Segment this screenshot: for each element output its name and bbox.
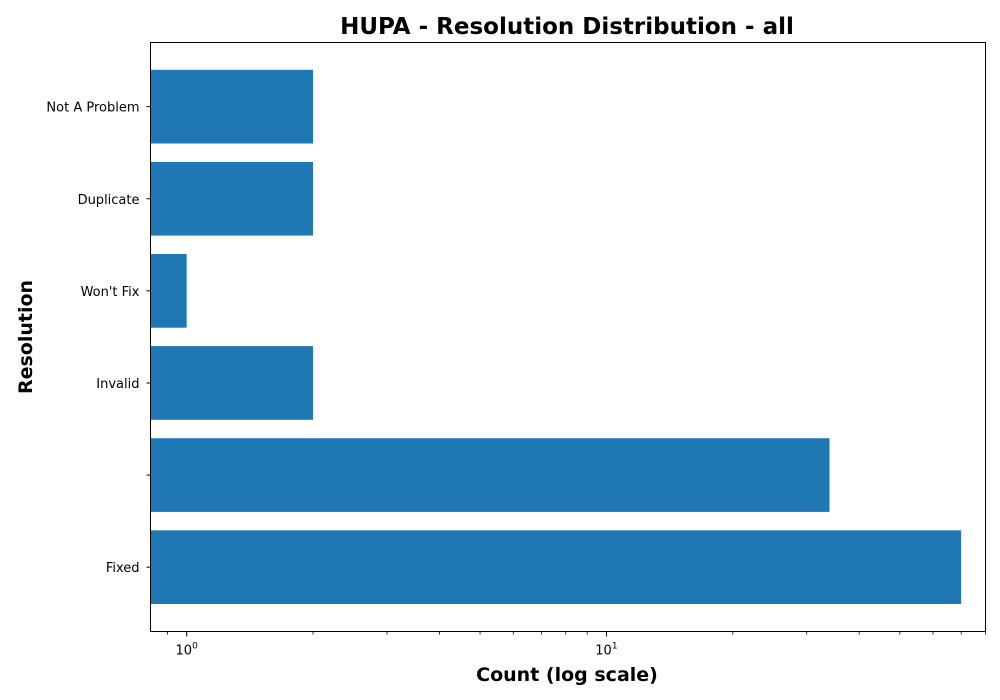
bar xyxy=(150,69,314,144)
y-tick-label: Duplicate xyxy=(78,193,140,208)
x-axis-ticks: 100 101 xyxy=(167,631,986,659)
x-axis-label: Count (log scale) xyxy=(476,664,658,686)
y-axis-label: Resolution xyxy=(15,280,37,394)
bar xyxy=(150,438,830,512)
y-tick-label: Invalid xyxy=(96,377,139,392)
x-tick-label: 101 xyxy=(595,642,617,659)
bar xyxy=(150,530,962,604)
bar xyxy=(150,346,314,420)
bar xyxy=(150,254,187,328)
chart-title: HUPA - Resolution Distribution - all xyxy=(340,14,794,40)
x-tick-label: 100 xyxy=(176,642,199,659)
y-tick-label: Won't Fix xyxy=(81,285,140,300)
y-tick-label: Not A Problem xyxy=(46,101,139,116)
bar xyxy=(150,161,314,236)
y-tick-label: Fixed xyxy=(106,561,140,576)
y-axis-ticks: Fixed Invalid Won't Fix Duplicate Not A Prob… xyxy=(46,101,151,576)
plot-area-frame xyxy=(150,42,986,632)
bars-group xyxy=(150,69,962,604)
